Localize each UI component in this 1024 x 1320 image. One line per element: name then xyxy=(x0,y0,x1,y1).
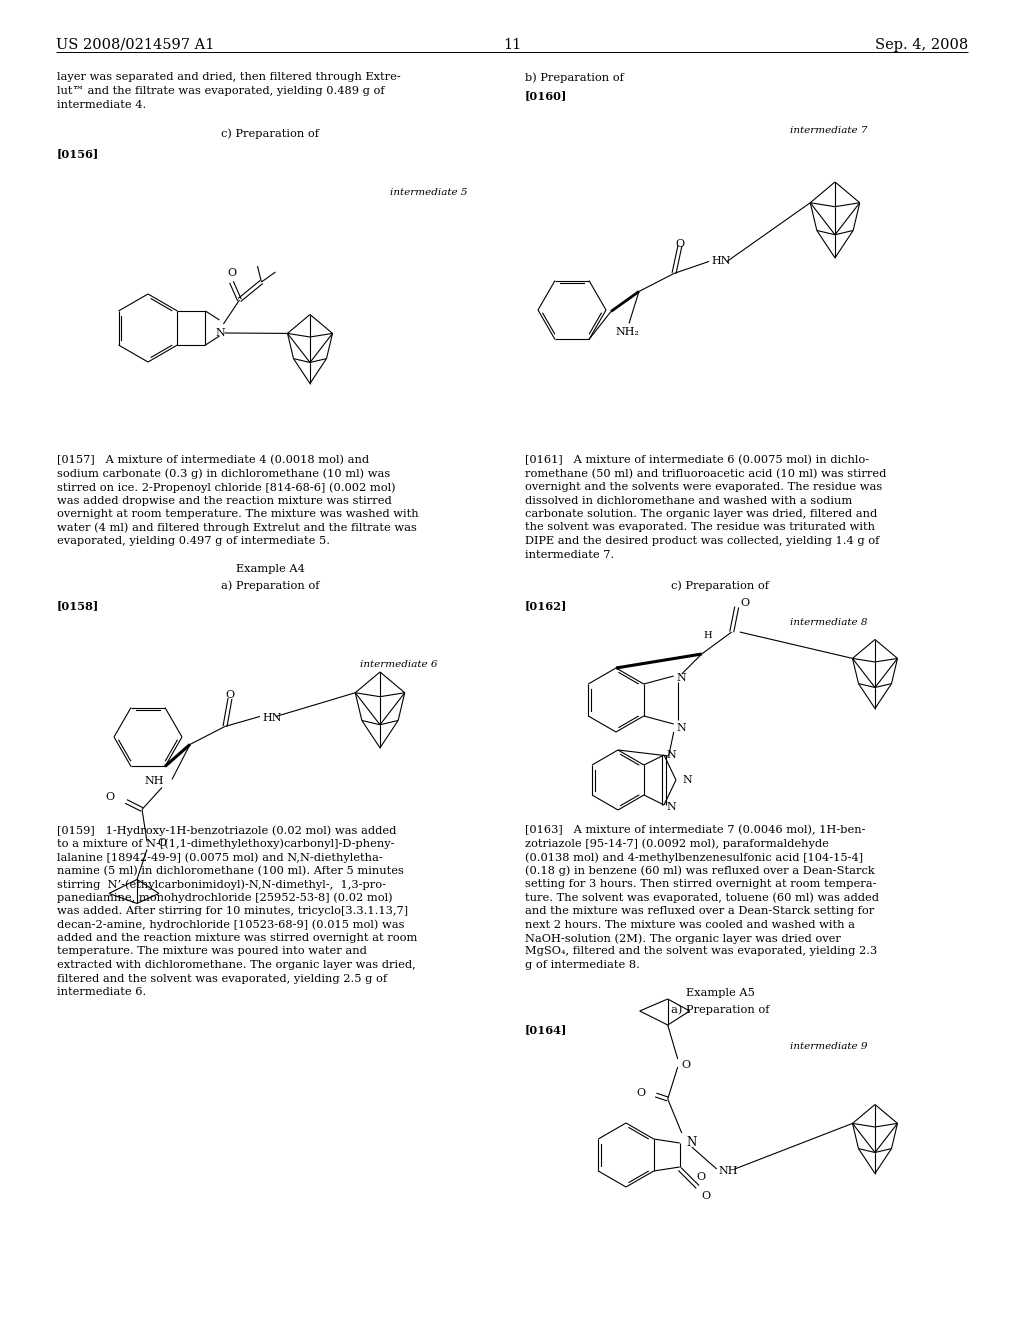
Text: was added dropwise and the reaction mixture was stirred: was added dropwise and the reaction mixt… xyxy=(57,495,392,506)
Text: intermediate 6: intermediate 6 xyxy=(360,660,437,669)
Text: O: O xyxy=(227,268,236,279)
Text: stirring  N’-(ethylcarbonimidoyl)-N,N-dimethyl-,  1,3-pro-: stirring N’-(ethylcarbonimidoyl)-N,N-dim… xyxy=(57,879,386,890)
Text: layer was separated and dried, then filtered through Extre-: layer was separated and dried, then filt… xyxy=(57,73,400,82)
Text: (0.0138 mol) and 4-methylbenzenesulfonic acid [104-15-4]: (0.0138 mol) and 4-methylbenzenesulfonic… xyxy=(525,851,863,862)
Text: O: O xyxy=(696,1172,706,1181)
Text: ture. The solvent was evaporated, toluene (60 ml) was added: ture. The solvent was evaporated, toluen… xyxy=(525,892,879,903)
Text: to a mixture of N-[(1,1-dimethylethoxy)carbonyl]-D-pheny-: to a mixture of N-[(1,1-dimethylethoxy)c… xyxy=(57,838,394,849)
Text: intermediate 9: intermediate 9 xyxy=(790,1041,867,1051)
Text: lalanine [18942-49-9] (0.0075 mol) and N,N-diethyletha-: lalanine [18942-49-9] (0.0075 mol) and N… xyxy=(57,851,383,862)
Text: [0159]   1-Hydroxy-1H-benzotriazole (0.02 mol) was added: [0159] 1-Hydroxy-1H-benzotriazole (0.02 … xyxy=(57,825,396,836)
Text: zotriazole [95-14-7] (0.0092 mol), paraformaldehyde: zotriazole [95-14-7] (0.0092 mol), paraf… xyxy=(525,838,828,849)
Text: O: O xyxy=(676,239,685,249)
Text: intermediate 7: intermediate 7 xyxy=(790,125,867,135)
Text: Example A4: Example A4 xyxy=(236,564,304,574)
Text: next 2 hours. The mixture was cooled and washed with a: next 2 hours. The mixture was cooled and… xyxy=(525,920,855,929)
Text: N: N xyxy=(666,803,676,812)
Text: overnight at room temperature. The mixture was washed with: overnight at room temperature. The mixtu… xyxy=(57,510,419,519)
Text: Sep. 4, 2008: Sep. 4, 2008 xyxy=(874,38,968,51)
Text: 11: 11 xyxy=(503,38,521,51)
Text: Example A5: Example A5 xyxy=(685,987,755,998)
Text: overnight and the solvents were evaporated. The residue was: overnight and the solvents were evaporat… xyxy=(525,482,883,492)
Text: stirred on ice. 2-Propenoyl chloride [814-68-6] (0.002 mol): stirred on ice. 2-Propenoyl chloride [81… xyxy=(57,482,395,492)
Text: intermediate 5: intermediate 5 xyxy=(390,187,468,197)
Text: was added. After stirring for 10 minutes, tricyclo[3.3.1.13,7]: was added. After stirring for 10 minutes… xyxy=(57,906,409,916)
Text: H: H xyxy=(703,631,713,640)
Text: US 2008/0214597 A1: US 2008/0214597 A1 xyxy=(56,38,214,51)
Text: and the mixture was refluxed over a Dean-Starck setting for: and the mixture was refluxed over a Dean… xyxy=(525,906,874,916)
Text: [0164]: [0164] xyxy=(525,1024,567,1035)
Text: dissolved in dichloromethane and washed with a sodium: dissolved in dichloromethane and washed … xyxy=(525,495,852,506)
Text: [0161]   A mixture of intermediate 6 (0.0075 mol) in dichlo-: [0161] A mixture of intermediate 6 (0.00… xyxy=(525,455,869,466)
Text: [0163]   A mixture of intermediate 7 (0.0046 mol), 1H-ben-: [0163] A mixture of intermediate 7 (0.00… xyxy=(525,825,865,836)
Text: water (4 ml) and filtered through Extrelut and the filtrate was: water (4 ml) and filtered through Extrel… xyxy=(57,523,417,533)
Text: NH: NH xyxy=(144,776,164,787)
Text: [0162]: [0162] xyxy=(525,601,567,611)
Text: lut™ and the filtrate was evaporated, yielding 0.489 g of: lut™ and the filtrate was evaporated, yi… xyxy=(57,86,385,96)
Text: filtered and the solvent was evaporated, yielding 2.5 g of: filtered and the solvent was evaporated,… xyxy=(57,974,387,983)
Text: g of intermediate 8.: g of intermediate 8. xyxy=(525,960,640,970)
Text: decan-2-amine, hydrochloride [10523-68-9] (0.015 mol) was: decan-2-amine, hydrochloride [10523-68-9… xyxy=(57,920,404,931)
Text: extracted with dichloromethane. The organic layer was dried,: extracted with dichloromethane. The orga… xyxy=(57,960,416,970)
Text: carbonate solution. The organic layer was dried, filtered and: carbonate solution. The organic layer wa… xyxy=(525,510,878,519)
Text: [0160]: [0160] xyxy=(525,90,567,102)
Text: intermediate 8: intermediate 8 xyxy=(790,618,867,627)
Text: O: O xyxy=(740,598,750,609)
Text: N: N xyxy=(677,673,686,682)
Text: intermediate 6.: intermediate 6. xyxy=(57,987,146,997)
Text: MgSO₄, filtered and the solvent was evaporated, yielding 2.3: MgSO₄, filtered and the solvent was evap… xyxy=(525,946,878,957)
Text: DIPE and the desired product was collected, yielding 1.4 g of: DIPE and the desired product was collect… xyxy=(525,536,880,546)
Text: setting for 3 hours. Then stirred overnight at room tempera-: setting for 3 hours. Then stirred overni… xyxy=(525,879,877,888)
Text: NH₂: NH₂ xyxy=(615,327,639,338)
Text: N: N xyxy=(216,327,225,338)
Text: N: N xyxy=(682,775,692,785)
Text: [0157]   A mixture of intermediate 4 (0.0018 mol) and: [0157] A mixture of intermediate 4 (0.00… xyxy=(57,455,369,466)
Text: NaOH-solution (2M). The organic layer was dried over: NaOH-solution (2M). The organic layer wa… xyxy=(525,933,841,944)
Text: (0.18 g) in benzene (60 ml) was refluxed over a Dean-Starck: (0.18 g) in benzene (60 ml) was refluxed… xyxy=(525,866,874,876)
Text: HN: HN xyxy=(711,256,730,267)
Text: romethane (50 ml) and trifluoroacetic acid (10 ml) was stirred: romethane (50 ml) and trifluoroacetic ac… xyxy=(525,469,887,479)
Text: c) Preparation of: c) Preparation of xyxy=(221,128,319,139)
Text: evaporated, yielding 0.497 g of intermediate 5.: evaporated, yielding 0.497 g of intermed… xyxy=(57,536,330,546)
Text: O: O xyxy=(225,690,234,701)
Text: a) Preparation of: a) Preparation of xyxy=(221,579,319,590)
Text: O: O xyxy=(701,1191,711,1201)
Text: HN: HN xyxy=(262,713,282,723)
Text: O: O xyxy=(157,838,166,849)
Text: panediamine, monohydrochloride [25952-53-8] (0.02 mol): panediamine, monohydrochloride [25952-53… xyxy=(57,892,392,903)
Text: intermediate 4.: intermediate 4. xyxy=(57,100,146,110)
Text: b) Preparation of: b) Preparation of xyxy=(525,73,624,83)
Text: intermediate 7.: intermediate 7. xyxy=(525,549,614,560)
Text: temperature. The mixture was poured into water and: temperature. The mixture was poured into… xyxy=(57,946,367,957)
Text: added and the reaction mixture was stirred overnight at room: added and the reaction mixture was stirr… xyxy=(57,933,418,942)
Text: N: N xyxy=(677,723,686,733)
Text: the solvent was evaporated. The residue was triturated with: the solvent was evaporated. The residue … xyxy=(525,523,874,532)
Text: [0156]: [0156] xyxy=(57,148,99,158)
Text: sodium carbonate (0.3 g) in dichloromethane (10 ml) was: sodium carbonate (0.3 g) in dichlorometh… xyxy=(57,469,390,479)
Text: N: N xyxy=(687,1137,697,1150)
Text: O: O xyxy=(104,792,114,803)
Text: c) Preparation of: c) Preparation of xyxy=(671,579,769,590)
Text: [0158]: [0158] xyxy=(57,601,99,611)
Text: a) Preparation of: a) Preparation of xyxy=(671,1005,769,1015)
Text: O: O xyxy=(682,1060,691,1071)
Text: namine (5 ml) in dichloromethane (100 ml). After 5 minutes: namine (5 ml) in dichloromethane (100 ml… xyxy=(57,866,403,875)
Text: NH: NH xyxy=(719,1166,738,1176)
Text: O: O xyxy=(637,1088,646,1098)
Text: N: N xyxy=(666,750,676,760)
